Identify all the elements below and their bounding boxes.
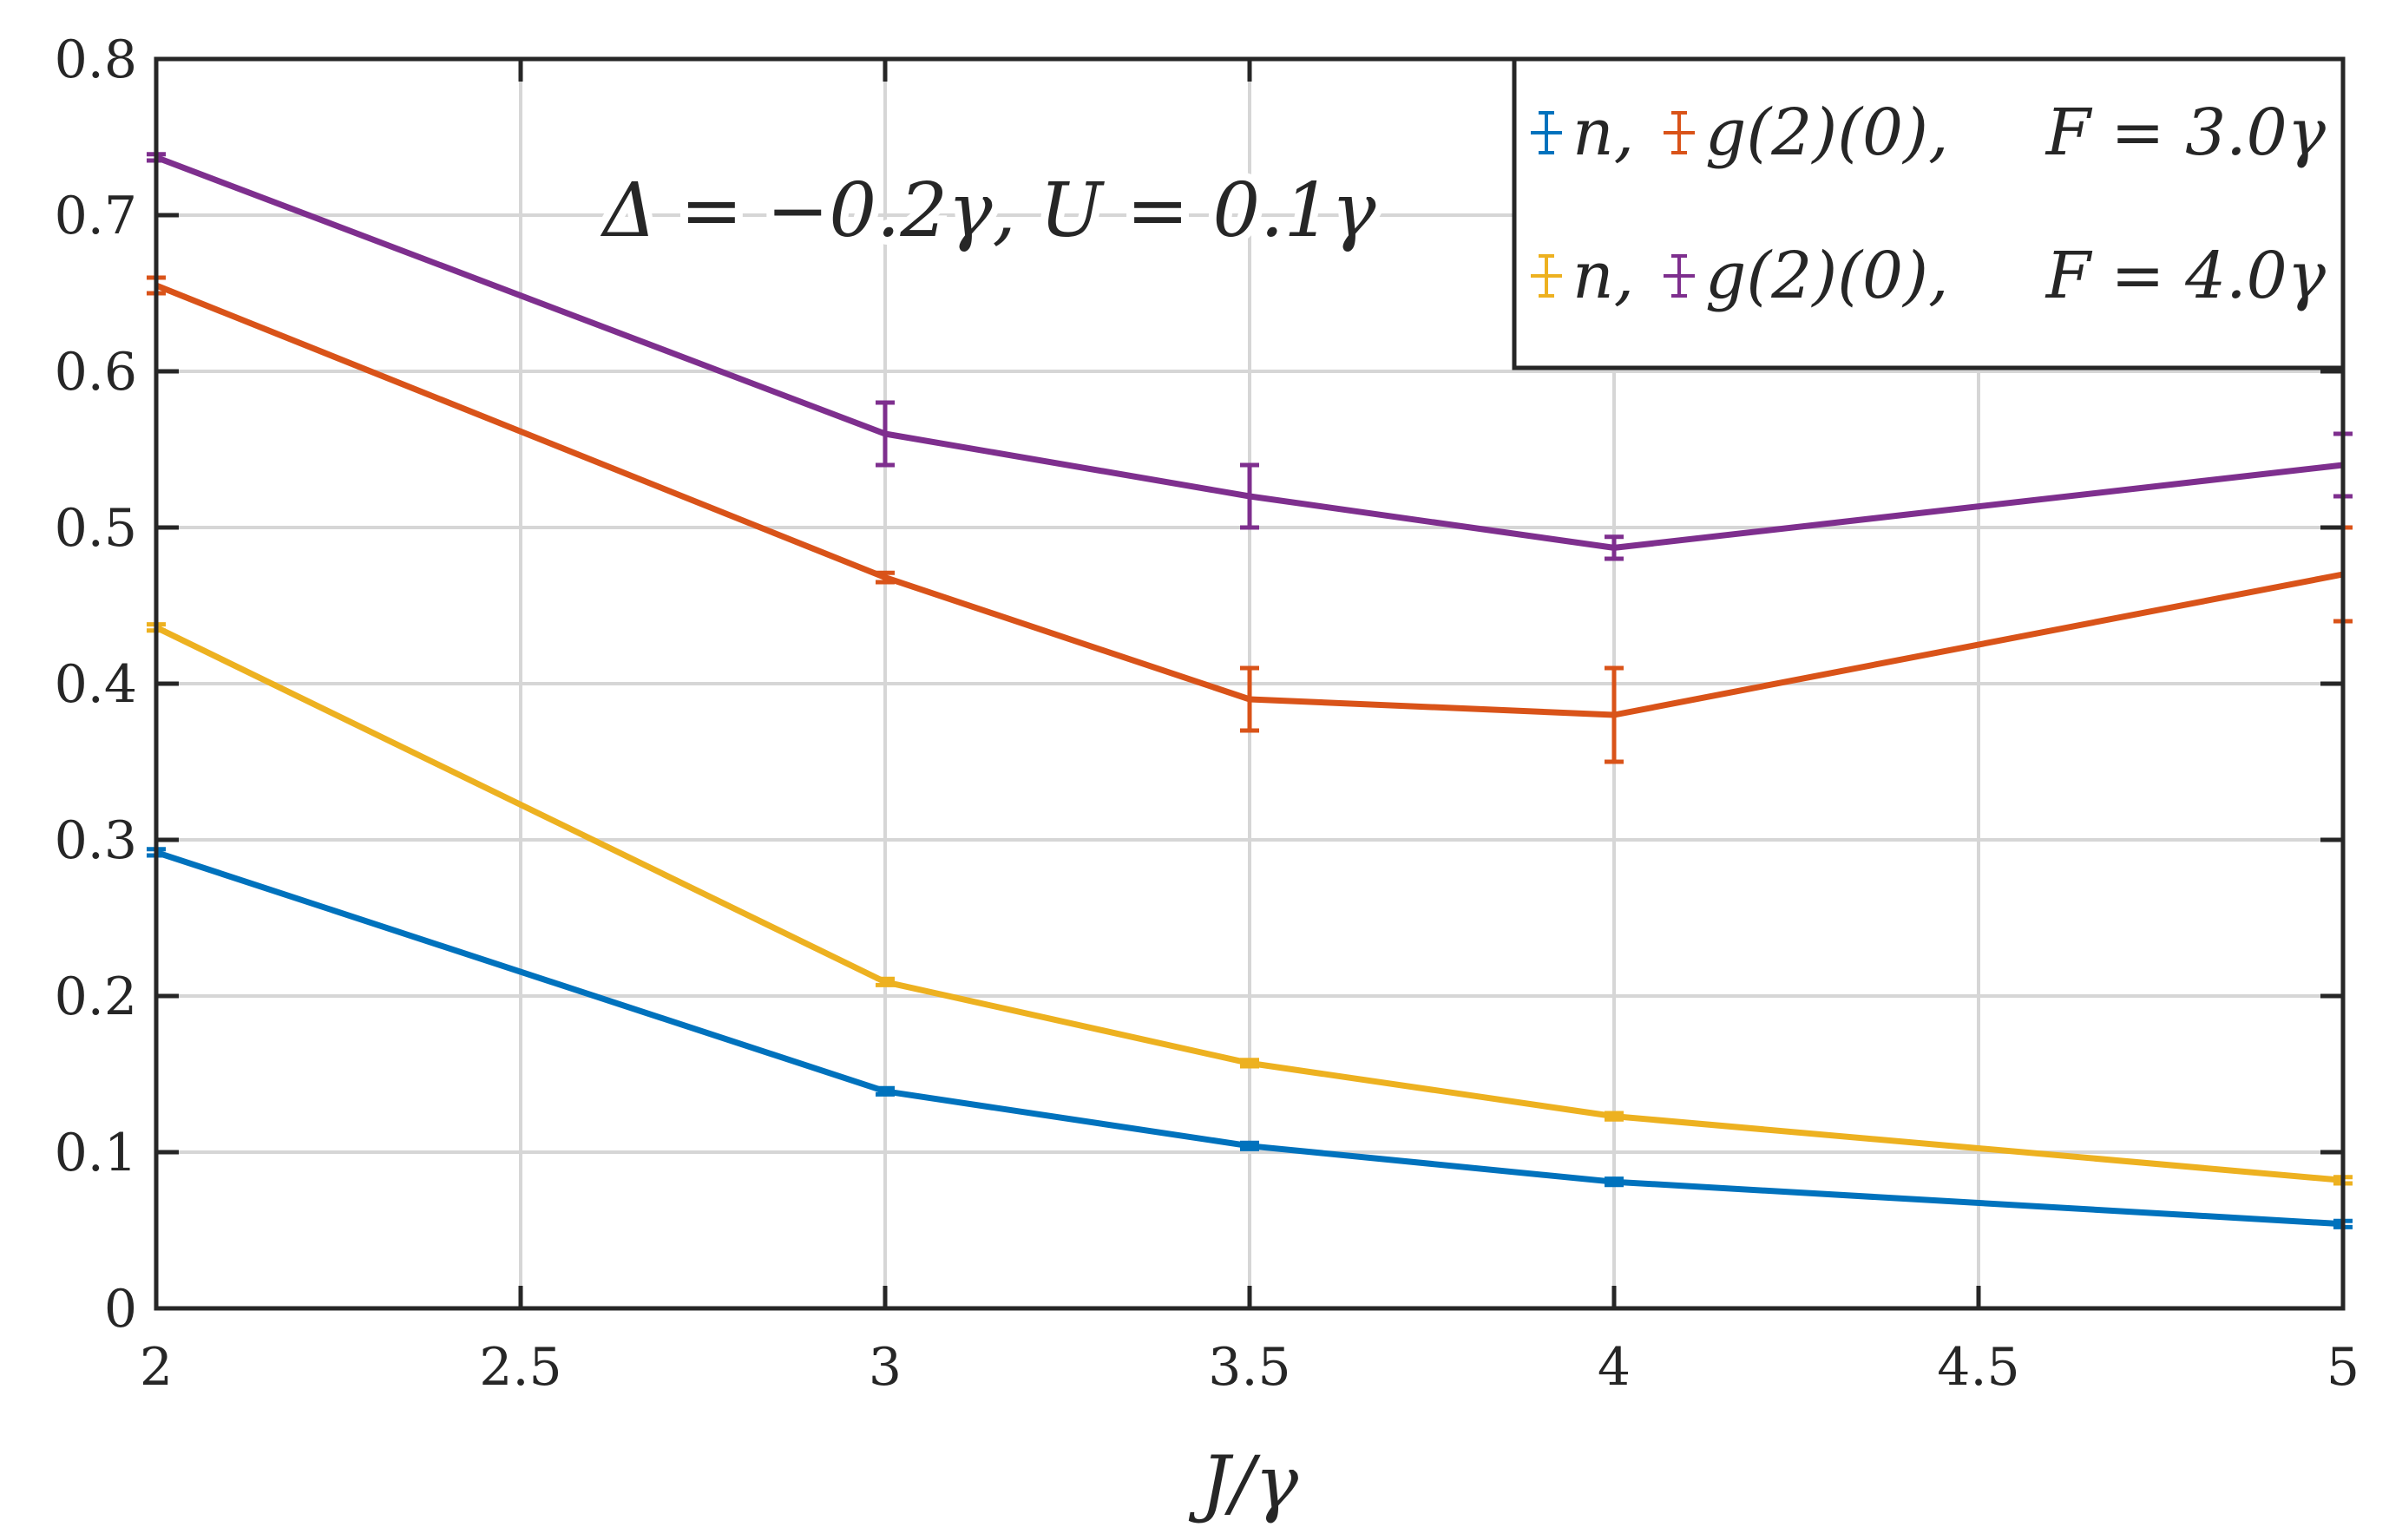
- data-series: [147, 152, 2353, 1229]
- x-tick-label: 3: [869, 1337, 902, 1398]
- y-tick-label: 0.2: [55, 967, 137, 1027]
- x-tick-label: 4.5: [1937, 1337, 2019, 1398]
- legend-entry: n, g(2)(0), F = 3.0γ: [1531, 95, 2327, 170]
- x-tick-label: 4: [1598, 1337, 1631, 1398]
- legend-symbol: n,: [1572, 95, 1634, 170]
- x-tick-label: 3.5: [1208, 1337, 1290, 1398]
- annotation: Δ = −0.2γ, U = 0.1γ: [600, 167, 1376, 254]
- legend-box: [1512, 56, 2346, 370]
- legend-symbol: g(2)(0),: [1705, 95, 1949, 170]
- legend-label: F = 4.0γ: [2044, 239, 2327, 313]
- axis-ticks: 2 2.5 3 3.5 4 4.5 5 0 0.1 0.2 0.3 0.4 0.5 0.6 0.7 0.8: [55, 29, 2360, 1398]
- legend-symbol: n,: [1572, 239, 1634, 313]
- y-tick-label: 0.1: [55, 1123, 137, 1183]
- x-tick-label: 2.5: [479, 1337, 561, 1398]
- legend-label: F = 3.0γ: [2044, 95, 2327, 170]
- legend: n, g(2)(0), F = 3.0γ n, g(2)(0), F = 4.0γ: [1512, 56, 2346, 370]
- y-tick-label: 0.3: [55, 810, 137, 871]
- y-tick-label: 0.6: [55, 342, 137, 403]
- y-tick-label: 0.7: [55, 186, 137, 246]
- x-tick-label: 5: [2327, 1337, 2359, 1398]
- y-tick-label: 0: [104, 1279, 137, 1340]
- x-axis-label: J/γ: [1188, 1440, 1299, 1525]
- y-tick-label: 0.5: [55, 498, 137, 559]
- legend-entry: n, g(2)(0), F = 4.0γ: [1531, 239, 2327, 313]
- x-tick-label: 2: [140, 1337, 173, 1398]
- legend-symbol: g(2)(0),: [1705, 239, 1949, 313]
- y-tick-label: 0.4: [55, 654, 137, 715]
- y-tick-label: 0.8: [55, 29, 137, 90]
